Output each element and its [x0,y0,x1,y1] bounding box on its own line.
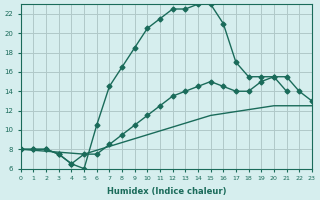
X-axis label: Humidex (Indice chaleur): Humidex (Indice chaleur) [107,187,226,196]
